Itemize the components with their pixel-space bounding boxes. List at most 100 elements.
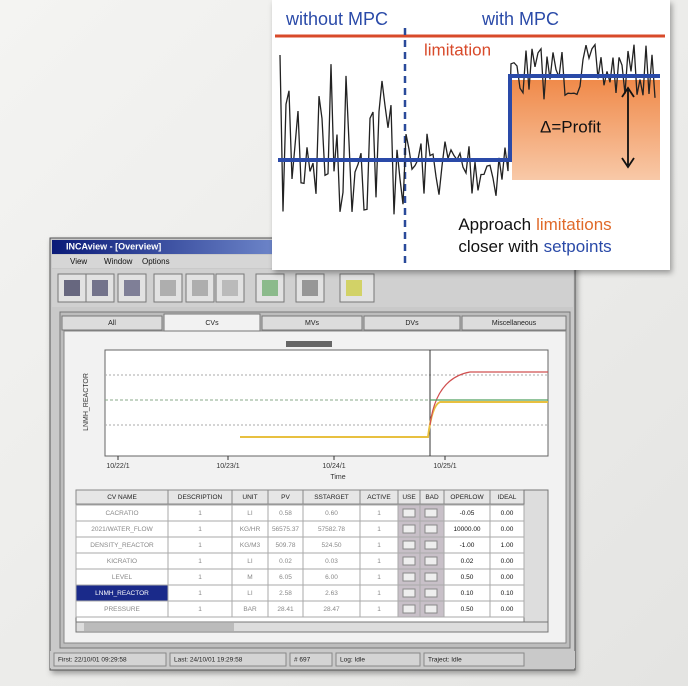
toolbar-icon: [160, 280, 176, 296]
table-cell-text: LI: [247, 558, 253, 565]
caption: closer with setpoints: [458, 237, 611, 256]
screenshot: INCAview - [Overview] LNMH_REACTOR Time …: [0, 0, 688, 686]
checkbox[interactable]: [425, 573, 437, 581]
table-cell-text: LI: [247, 590, 253, 597]
checkbox[interactable]: [403, 541, 415, 549]
table-cell-text: BAR: [243, 606, 257, 613]
menu-item[interactable]: Window: [104, 257, 133, 266]
table-cell-text: 6.00: [325, 574, 338, 581]
toolbar-icon: [262, 280, 278, 296]
caption-part: setpoints: [544, 237, 612, 256]
checkbox[interactable]: [403, 525, 415, 533]
table-cell-text: 1: [377, 526, 381, 533]
table-cell-text: 0.03: [325, 558, 338, 565]
table-cell-text: 2.58: [279, 590, 292, 597]
table-cell-text: 1: [377, 542, 381, 549]
table-cell-text: 57582.78: [318, 526, 345, 533]
checkbox[interactable]: [425, 509, 437, 517]
table-cell-text: PRESSURE: [104, 606, 140, 613]
table-cell-text: KG/M3: [240, 542, 261, 549]
checkbox[interactable]: [425, 589, 437, 597]
checkbox[interactable]: [403, 557, 415, 565]
table-header: PV: [281, 494, 290, 501]
checkbox[interactable]: [403, 573, 415, 581]
table-cell-text: 2.63: [325, 590, 338, 597]
table-cell-text: 0.00: [501, 606, 514, 613]
table-cell-text: KG/HR: [240, 526, 261, 533]
table-cell-text: 1.00: [501, 542, 514, 549]
table-cell-text: M: [247, 574, 252, 581]
tab-label[interactable]: Miscellaneous: [492, 320, 537, 327]
menu-item[interactable]: Options: [142, 257, 170, 266]
label: without MPC: [285, 9, 388, 29]
menu-item[interactable]: View: [70, 257, 87, 266]
table-cell-text: DENSITY_REACTOR: [90, 542, 154, 549]
table-cell-text: 1: [198, 526, 202, 533]
table-cell-text: 524.50: [322, 542, 342, 549]
table-cell-text: 0.00: [501, 510, 514, 517]
tab-label[interactable]: MVs: [305, 320, 320, 327]
checkbox[interactable]: [403, 589, 415, 597]
status-text: # 697: [294, 657, 311, 664]
caption-part: Approach: [458, 215, 531, 234]
table-cell-text: 0.10: [501, 590, 514, 597]
table-cell-text: -0.05: [460, 510, 475, 517]
trend-x-label: Time: [330, 474, 345, 481]
table-cell-text: 0.50: [461, 606, 474, 613]
trend-legend: [286, 341, 332, 347]
toolbar-icon: [222, 280, 238, 296]
trend-x-tick-label: 10/24/1: [322, 463, 345, 470]
scroll-thumb[interactable]: [84, 623, 234, 631]
table-header: ACTIVE: [367, 494, 391, 501]
table-cell-text: 0.00: [501, 558, 514, 565]
table-cell-text: CACRATIO: [105, 510, 138, 517]
table-cell-text: 0.60: [325, 510, 338, 517]
toolbar-icon: [302, 280, 318, 296]
table-header: OPERLOW: [450, 494, 484, 501]
status-text: First: 22/10/01 09:29:58: [58, 657, 127, 664]
table-cell-text: 1: [198, 510, 202, 517]
checkbox[interactable]: [403, 509, 415, 517]
table-cell-text: 28.47: [323, 606, 340, 613]
checkbox[interactable]: [425, 557, 437, 565]
tab-label[interactable]: All: [108, 320, 116, 327]
label: Δ=Profit: [540, 117, 601, 136]
toolbar-icon: [124, 280, 140, 296]
caption-part: closer with: [458, 237, 538, 256]
table-cell-text: 1: [198, 606, 202, 613]
table-cell-text: 6.05: [279, 574, 292, 581]
status-text: Traject: Idle: [428, 657, 462, 664]
trend-x-tick-label: 10/22/1: [106, 463, 129, 470]
trend-y-label: LNMH_REACTOR: [83, 373, 90, 431]
table-header: CV NAME: [107, 494, 137, 501]
trend-x-tick-label: 10/25/1: [433, 463, 456, 470]
page: INCAview - [Overview] LNMH_REACTOR Time …: [0, 0, 688, 686]
table-cell-text: 2021/WATER_FLOW: [91, 526, 153, 533]
table-header: UNIT: [242, 494, 257, 501]
status-text: Last: 24/10/01 19:29:58: [174, 657, 243, 664]
mpc-illustration: without MPCwith MPClimitationΔ=ProfitApp…: [272, 0, 670, 270]
table-cell-text: 1: [198, 542, 202, 549]
toolbar-icon: [92, 280, 108, 296]
table-cell-text: 10000.00: [453, 526, 480, 533]
table-cell-text: 1: [377, 574, 381, 581]
table-cell-text: 1: [377, 606, 381, 613]
checkbox[interactable]: [425, 541, 437, 549]
table-cell-text: LNMH_REACTOR: [95, 590, 149, 597]
tab-label[interactable]: DVs: [405, 320, 419, 327]
table-cell-text: KICRATIO: [107, 558, 137, 565]
table-cell-text: 0.00: [501, 526, 514, 533]
table-cell-text: LEVEL: [112, 574, 133, 581]
table-header: DESCRIPTION: [178, 494, 223, 501]
table-cell-text: 1: [377, 590, 381, 597]
v-scrollbar[interactable]: [524, 490, 548, 622]
checkbox[interactable]: [403, 605, 415, 613]
checkbox[interactable]: [425, 605, 437, 613]
trend-x-tick-label: 10/23/1: [216, 463, 239, 470]
table-cell-text: 1: [198, 574, 202, 581]
table-cell-text: LI: [247, 510, 253, 517]
tab-label[interactable]: CVs: [205, 320, 219, 327]
table-cell-text: 0.50: [461, 574, 474, 581]
table-cell-text: 509.78: [276, 542, 296, 549]
checkbox[interactable]: [425, 525, 437, 533]
